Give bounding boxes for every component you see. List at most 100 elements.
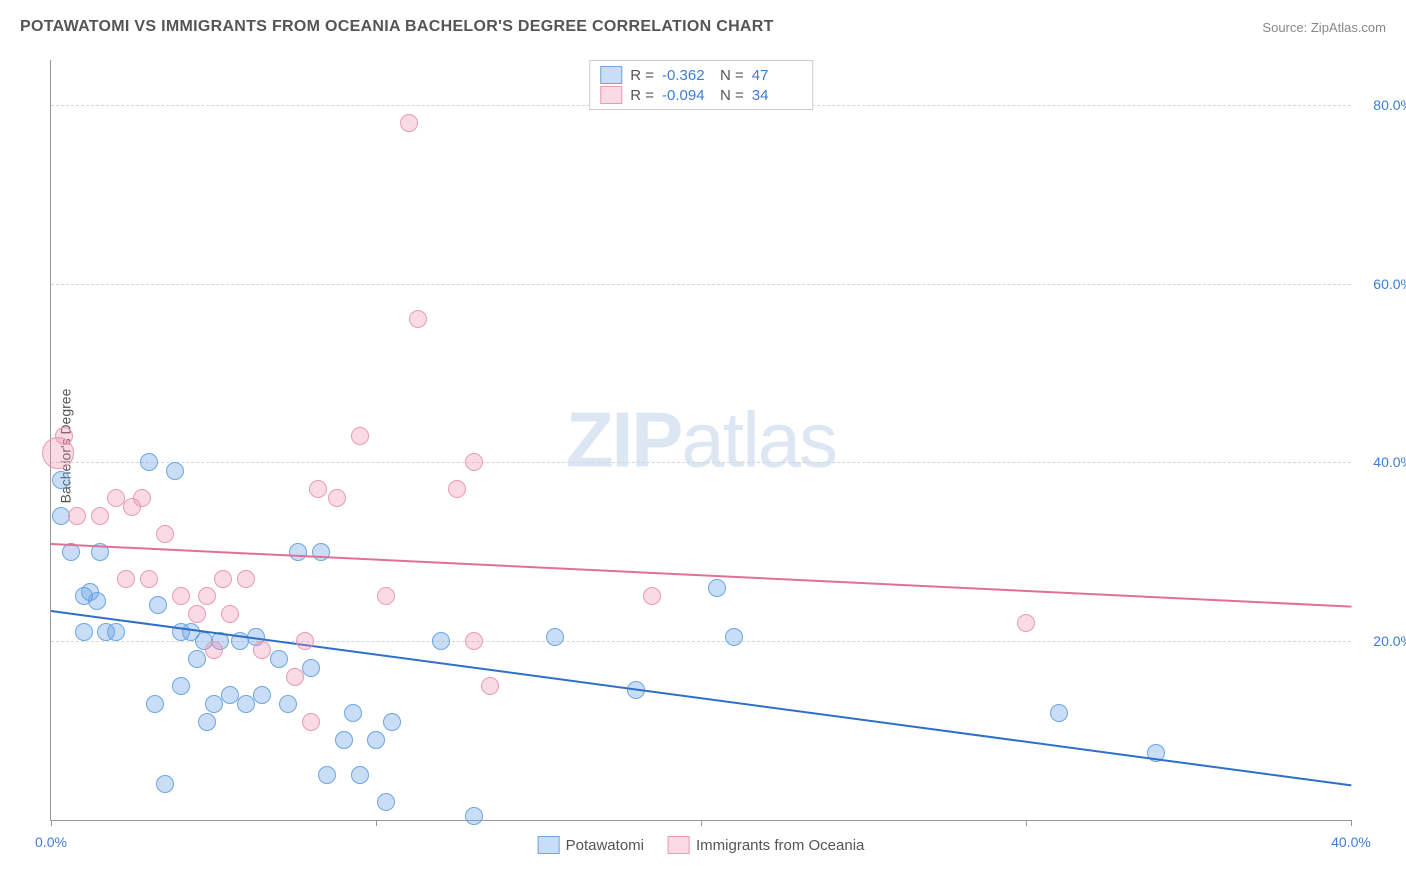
data-point xyxy=(198,587,216,605)
data-point xyxy=(221,605,239,623)
data-point xyxy=(253,686,271,704)
legend-item-2: Immigrants from Oceania xyxy=(668,836,864,854)
data-point xyxy=(107,489,125,507)
n-value-1: 47 xyxy=(752,67,802,84)
data-point xyxy=(302,659,320,677)
data-point xyxy=(286,668,304,686)
data-point xyxy=(708,579,726,597)
x-tick xyxy=(1026,820,1027,826)
legend-swatch-1 xyxy=(538,836,560,854)
source-label: Source: xyxy=(1262,20,1307,35)
watermark-atlas: atlas xyxy=(681,396,836,484)
data-point xyxy=(214,570,232,588)
legend-label-2: Immigrants from Oceania xyxy=(696,837,864,854)
data-point xyxy=(1050,704,1068,722)
x-tick xyxy=(376,820,377,826)
data-point xyxy=(237,570,255,588)
data-point xyxy=(351,766,369,784)
data-point xyxy=(146,695,164,713)
stats-row-series-1: R = -0.362 N = 47 xyxy=(600,65,802,85)
data-point xyxy=(156,525,174,543)
r-value-1: -0.362 xyxy=(662,67,712,84)
data-point xyxy=(725,628,743,646)
data-point xyxy=(465,807,483,825)
data-point xyxy=(52,471,70,489)
legend-item-1: Potawatomi xyxy=(538,836,644,854)
n-label: N = xyxy=(720,67,744,84)
data-point xyxy=(328,489,346,507)
data-point xyxy=(1017,614,1035,632)
data-point xyxy=(643,587,661,605)
stats-legend: R = -0.362 N = 47 R = -0.094 N = 34 xyxy=(589,60,813,110)
data-point xyxy=(296,632,314,650)
gridline xyxy=(51,462,1351,463)
stats-row-series-2: R = -0.094 N = 34 xyxy=(600,85,802,105)
data-point xyxy=(448,480,466,498)
watermark-zip: ZIP xyxy=(566,396,681,484)
r-label: R = xyxy=(630,67,654,84)
x-tick xyxy=(701,820,702,826)
data-point xyxy=(270,650,288,668)
source-name: ZipAtlas.com xyxy=(1311,20,1386,35)
data-point xyxy=(75,623,93,641)
data-point xyxy=(302,713,320,731)
swatch-series-2 xyxy=(600,86,622,104)
data-point xyxy=(351,427,369,445)
data-point xyxy=(188,650,206,668)
data-point xyxy=(88,592,106,610)
data-point xyxy=(335,731,353,749)
data-point xyxy=(205,641,223,659)
x-tick-label: 0.0% xyxy=(35,834,67,850)
plot-region: ZIPatlas R = -0.362 N = 47 R = -0.094 N … xyxy=(50,60,1351,821)
chart-area: ZIPatlas R = -0.362 N = 47 R = -0.094 N … xyxy=(50,60,1350,820)
data-point xyxy=(253,641,271,659)
data-point xyxy=(409,310,427,328)
data-point xyxy=(117,570,135,588)
data-point xyxy=(289,543,307,561)
data-point xyxy=(68,507,86,525)
data-point xyxy=(133,489,151,507)
watermark: ZIPatlas xyxy=(566,395,836,486)
data-point xyxy=(279,695,297,713)
data-point xyxy=(166,462,184,480)
x-tick xyxy=(51,820,52,826)
data-point xyxy=(91,507,109,525)
data-point xyxy=(221,686,239,704)
data-point xyxy=(344,704,362,722)
x-tick xyxy=(1351,820,1352,826)
data-point xyxy=(107,623,125,641)
y-tick-label: 60.0% xyxy=(1373,276,1406,292)
y-tick-label: 20.0% xyxy=(1373,633,1406,649)
chart-title: POTAWATOMI VS IMMIGRANTS FROM OCEANIA BA… xyxy=(20,18,774,36)
y-tick-label: 80.0% xyxy=(1373,97,1406,113)
data-point xyxy=(318,766,336,784)
data-point xyxy=(400,114,418,132)
data-point xyxy=(172,677,190,695)
data-point xyxy=(156,775,174,793)
x-tick-label: 40.0% xyxy=(1331,834,1371,850)
chart-header: POTAWATOMI VS IMMIGRANTS FROM OCEANIA BA… xyxy=(20,18,1386,36)
n-label: N = xyxy=(720,87,744,104)
legend-label-1: Potawatomi xyxy=(566,837,644,854)
data-point xyxy=(546,628,564,646)
y-tick-label: 40.0% xyxy=(1373,454,1406,470)
legend-swatch-2 xyxy=(668,836,690,854)
data-point xyxy=(377,793,395,811)
gridline xyxy=(51,284,1351,285)
series-legend: Potawatomi Immigrants from Oceania xyxy=(538,836,865,854)
data-point xyxy=(55,427,73,445)
r-value-2: -0.094 xyxy=(662,87,712,104)
data-point xyxy=(198,713,216,731)
data-point xyxy=(377,587,395,605)
data-point xyxy=(465,453,483,471)
data-point xyxy=(432,632,450,650)
data-point xyxy=(383,713,401,731)
data-point xyxy=(140,453,158,471)
data-point xyxy=(205,695,223,713)
r-label: R = xyxy=(630,87,654,104)
data-point xyxy=(367,731,385,749)
data-point xyxy=(309,480,327,498)
swatch-series-1 xyxy=(600,66,622,84)
source-attribution: Source: ZipAtlas.com xyxy=(1262,20,1386,35)
data-point xyxy=(481,677,499,695)
